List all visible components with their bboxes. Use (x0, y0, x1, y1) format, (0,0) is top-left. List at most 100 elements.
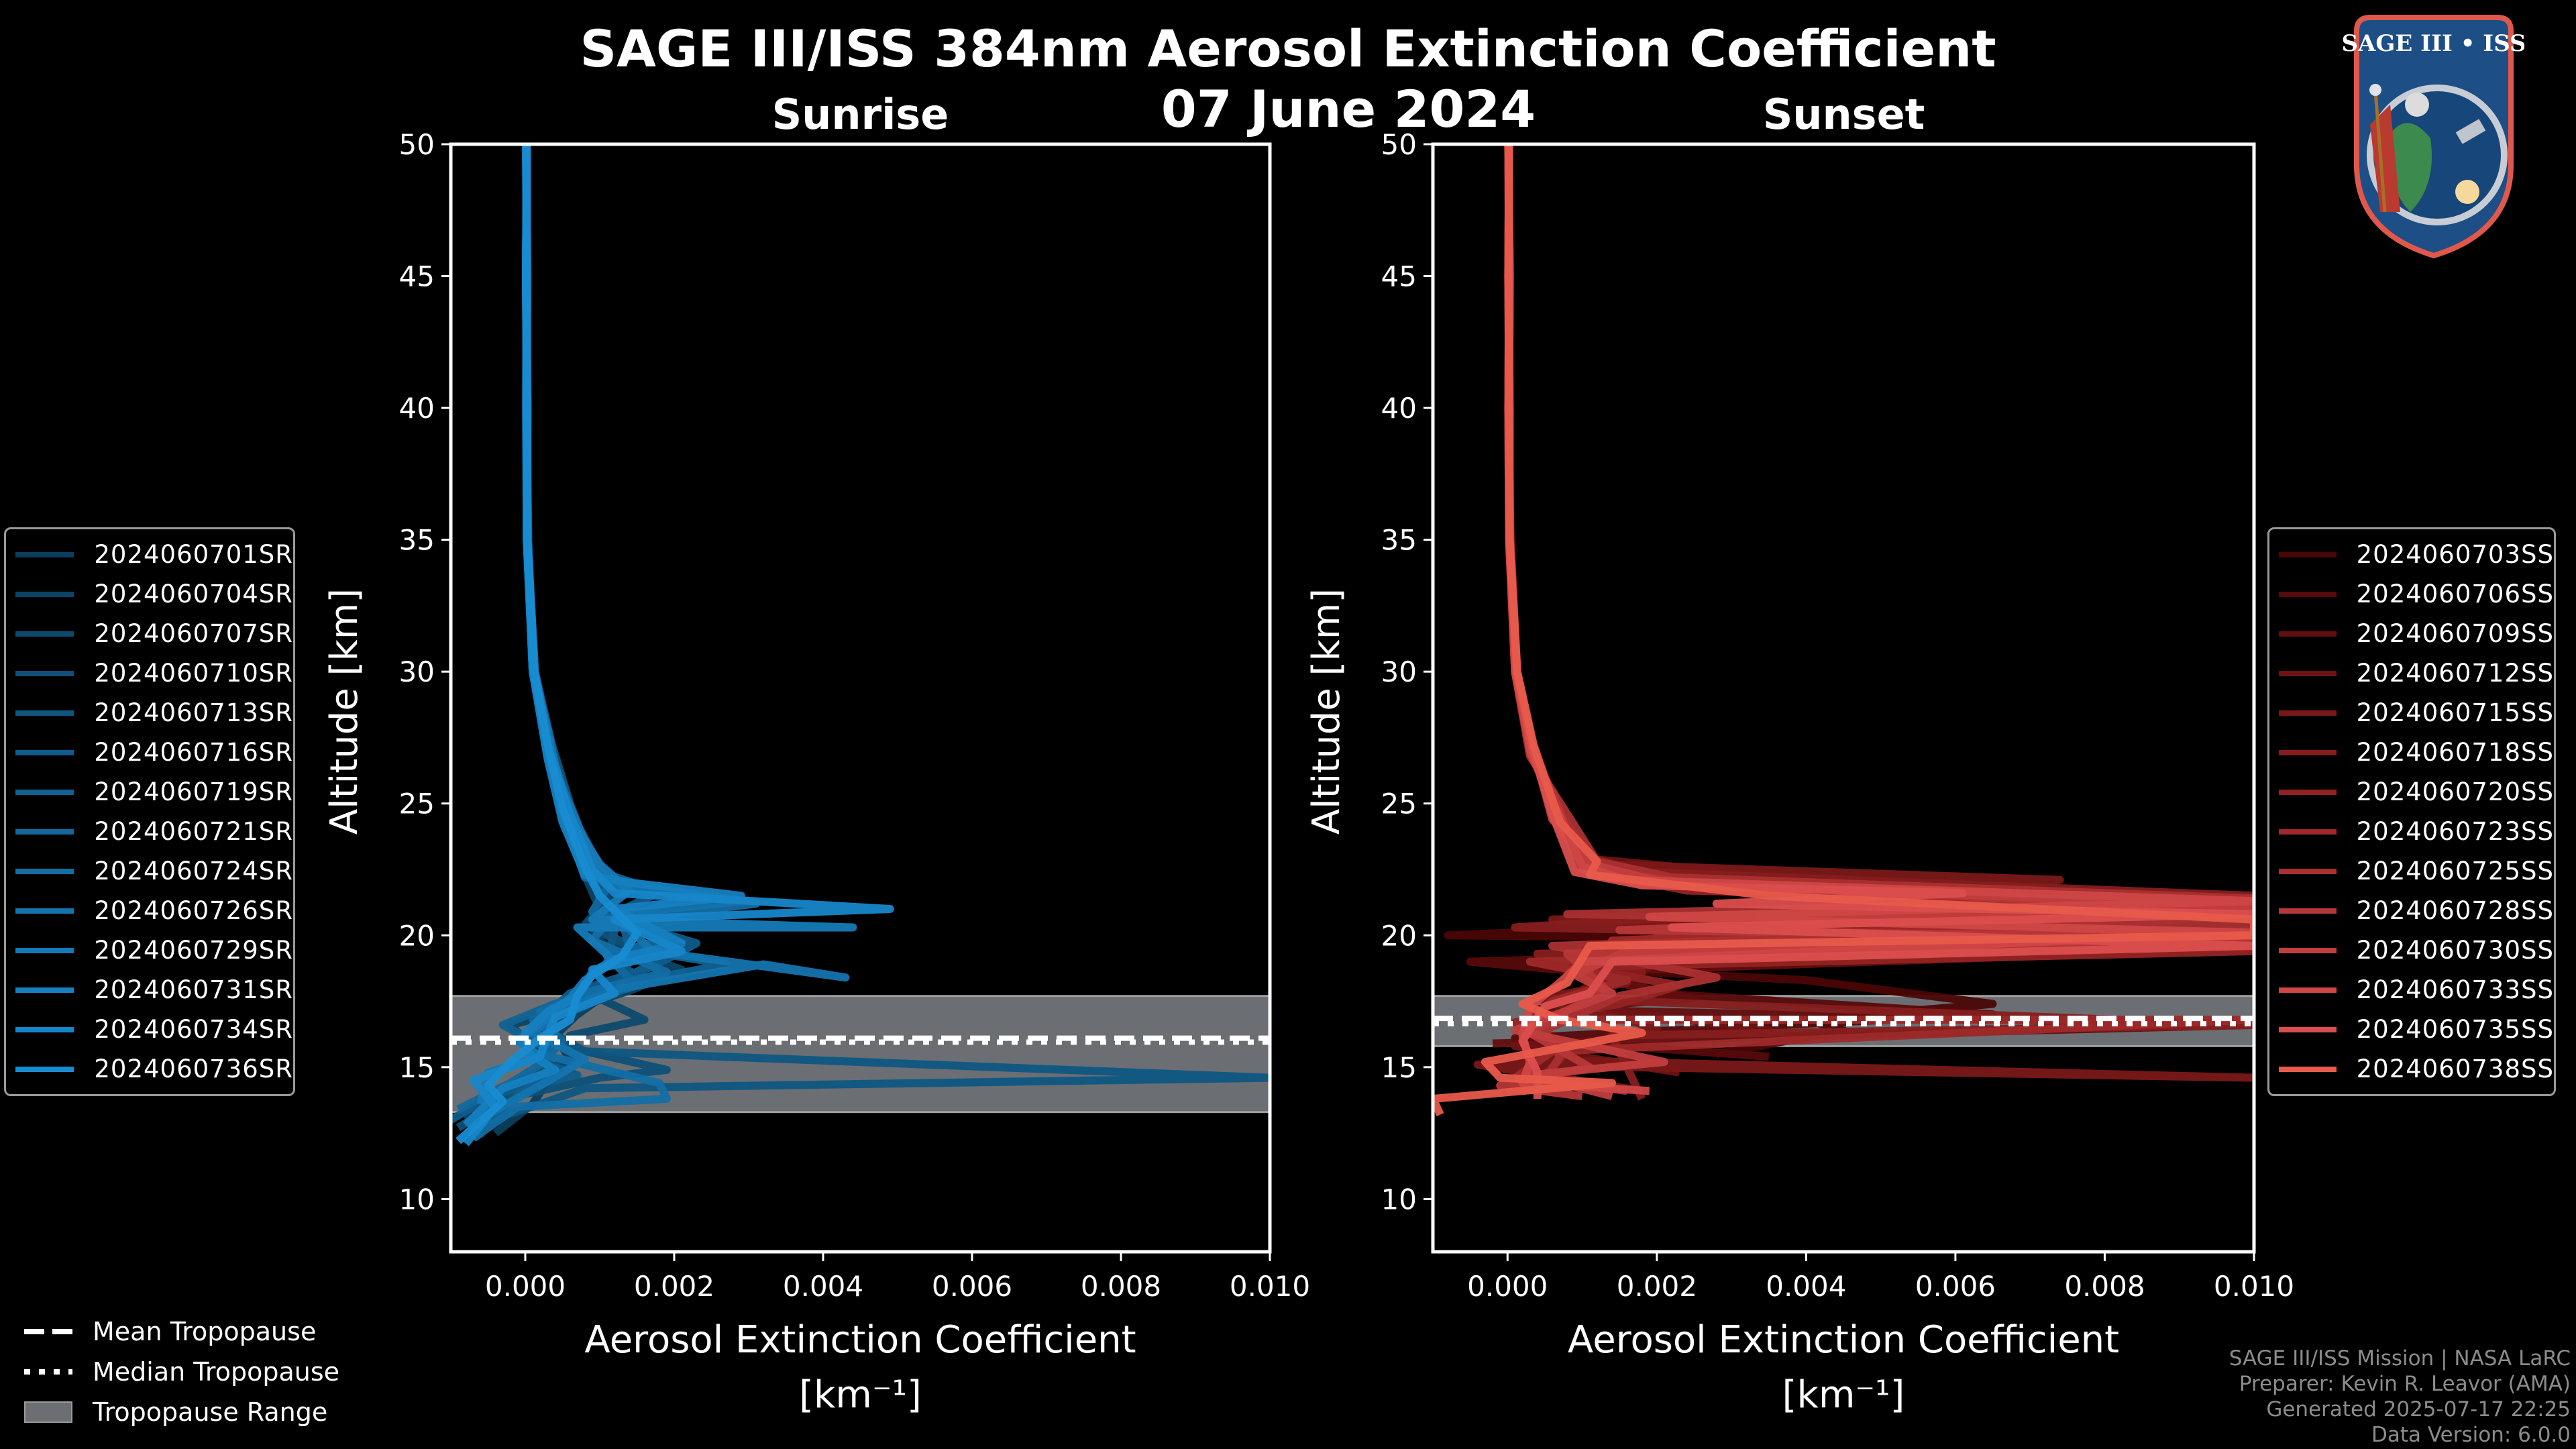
legend-label: 2024060725SS (2356, 857, 2554, 885)
y-axis-label: Altitude [km] (323, 588, 366, 835)
legend-median-label: Median Tropopause (93, 1357, 339, 1387)
sunset-panel-title: Sunset (1762, 90, 1925, 139)
legend-item: 2024060735SS (2269, 1010, 2554, 1049)
credits-generated: Generated 2025-07-17 22:25 (2266, 1397, 2571, 1421)
legend-item: 2024060724SR (6, 851, 293, 891)
legend-item: 2024060716SR (6, 733, 293, 772)
legend-line-swatch-icon (2279, 908, 2337, 914)
legend-label: 2024060719SR (94, 777, 293, 806)
legend-item: 2024060707SR (6, 614, 293, 653)
x-tick-label: 0.008 (2064, 1270, 2145, 1303)
y-tick-label: 40 (399, 392, 435, 425)
legend-line-swatch-icon (15, 1066, 74, 1072)
y-tick-label: 35 (1381, 524, 1417, 557)
x-axis-label: Aerosol Extinction Coefficient (584, 1318, 1136, 1362)
legend-label: 2024060724SR (94, 857, 293, 885)
legend-label: 2024060730SS (2356, 936, 2554, 965)
credits-mission: SAGE III/ISS Mission | NASA LaRC (2229, 1346, 2571, 1371)
legend-range-label: Tropopause Range (93, 1397, 328, 1427)
x-axis-units: [km⁻¹] (799, 1373, 922, 1417)
legend-item: 2024060703SS (2269, 535, 2554, 574)
legend-line-swatch-icon (2279, 591, 2337, 597)
legend-line-swatch-icon (15, 987, 74, 993)
legend-line-swatch-icon (2279, 947, 2337, 953)
x-tick-label: 0.010 (2214, 1270, 2294, 1303)
y-tick-label: 30 (399, 655, 435, 688)
legend-mean-tropopause: Mean Tropopause (20, 1311, 339, 1352)
y-tick-label: 15 (399, 1051, 435, 1084)
legend-label: 2024060723SS (2356, 817, 2554, 846)
legend-label: 2024060736SR (94, 1055, 293, 1083)
legend-item: 2024060721SR (6, 812, 293, 851)
x-tick-label: 0.000 (485, 1270, 566, 1303)
moon-icon (2405, 93, 2429, 117)
legend-line-swatch-icon (15, 670, 74, 676)
x-tick-label: 0.002 (1617, 1270, 1697, 1303)
legend-line-swatch-icon (2279, 749, 2337, 755)
legend-label: 2024060716SR (94, 738, 293, 767)
credits-preparer: Preparer: Kevin R. Leavor (AMA) (2239, 1372, 2571, 1396)
axes-frame (1431, 142, 2256, 1254)
legend-item: 2024060736SR (6, 1049, 293, 1089)
y-tick-label: 10 (399, 1183, 435, 1216)
legend-label: 2024060706SS (2356, 580, 2554, 608)
x-tick-label: 0.000 (1467, 1270, 1548, 1303)
legend-line-swatch-icon (2279, 789, 2337, 795)
legend-label: 2024060703SS (2356, 540, 2554, 569)
legend-label: 2024060710SR (94, 659, 293, 688)
legend-label: 2024060720SS (2356, 777, 2554, 806)
legend-item: 2024060738SS (2269, 1049, 2554, 1089)
legend-label: 2024060731SR (94, 975, 293, 1004)
y-tick-label: 45 (1381, 260, 1417, 293)
sunrise-legend: 2024060701SR 2024060704SR 2024060707SR 2024… (4, 527, 295, 1096)
sunrise-panel-title: Sunrise (771, 90, 949, 139)
legend-label: 2024060729SR (94, 936, 293, 965)
legend-item: 2024060731SR (6, 970, 293, 1010)
legend-line-swatch-icon (2279, 710, 2337, 716)
legend-label: 2024060734SR (94, 1015, 293, 1044)
legend-item: 2024060726SR (6, 891, 293, 930)
sun-icon (2455, 180, 2479, 204)
legend-line-swatch-icon (15, 551, 74, 557)
y-tick-label: 25 (1381, 788, 1417, 820)
legend-label: 2024060707SR (94, 619, 293, 648)
dashed-line-icon (24, 1329, 72, 1334)
legend-item: 2024060733SS (2269, 970, 2554, 1010)
legend-item: 2024060710SR (6, 653, 293, 693)
x-tick-label: 0.002 (634, 1270, 714, 1303)
legend-line-swatch-icon (15, 868, 74, 874)
legend-item: 2024060701SR (6, 535, 293, 574)
iss-icon (2455, 119, 2486, 144)
y-tick-label: 35 (399, 524, 435, 557)
legend-mean-label: Mean Tropopause (93, 1317, 317, 1346)
legend-line-swatch-icon (2279, 670, 2337, 676)
logo-title: SAGE III • ISS (2343, 30, 2524, 57)
x-tick-label: 0.010 (1230, 1270, 1310, 1303)
legend-label: 2024060721SR (94, 817, 293, 846)
legend-line-swatch-icon (2279, 987, 2337, 993)
legend-line-swatch-icon (15, 789, 74, 795)
profile-line-2024060738SS (1433, 144, 2254, 1117)
legend-median-tropopause: Median Tropopause (20, 1352, 339, 1392)
legend-label: 2024060735SS (2356, 1015, 2554, 1044)
x-tick-label: 0.008 (1081, 1270, 1161, 1303)
legend-item: 2024060713SR (6, 693, 293, 733)
legend-label: 2024060713SR (94, 698, 293, 727)
x-axis-label: Aerosol Extinction Coefficient (1568, 1318, 2119, 1362)
chart-date: 07 June 2024 (1161, 79, 1536, 139)
legend-label: 2024060728SS (2356, 896, 2554, 925)
legend-line-swatch-icon (15, 591, 74, 597)
legend-line-swatch-icon (2279, 1066, 2337, 1072)
legend-label: 2024060712SS (2356, 659, 2554, 688)
legend-item: 2024060718SS (2269, 733, 2554, 772)
legend-item: 2024060723SS (2269, 812, 2554, 851)
sunset-axes: 10 15 20 25 30 35 40 45 50 0.000 0.002 0.004 0.006 0.… (1305, 128, 2294, 1417)
legend-line-swatch-icon (15, 710, 74, 716)
x-axis-units: [km⁻¹] (1782, 1373, 1905, 1417)
profile-line-2024060736SR (455, 144, 641, 1144)
legend-line-swatch-icon (15, 908, 74, 914)
x-tick-label: 0.006 (932, 1270, 1012, 1303)
legend-item: 2024060730SS (2269, 930, 2554, 970)
legend-label: 2024060704SR (94, 580, 293, 608)
legend-label: 2024060733SS (2356, 975, 2554, 1004)
